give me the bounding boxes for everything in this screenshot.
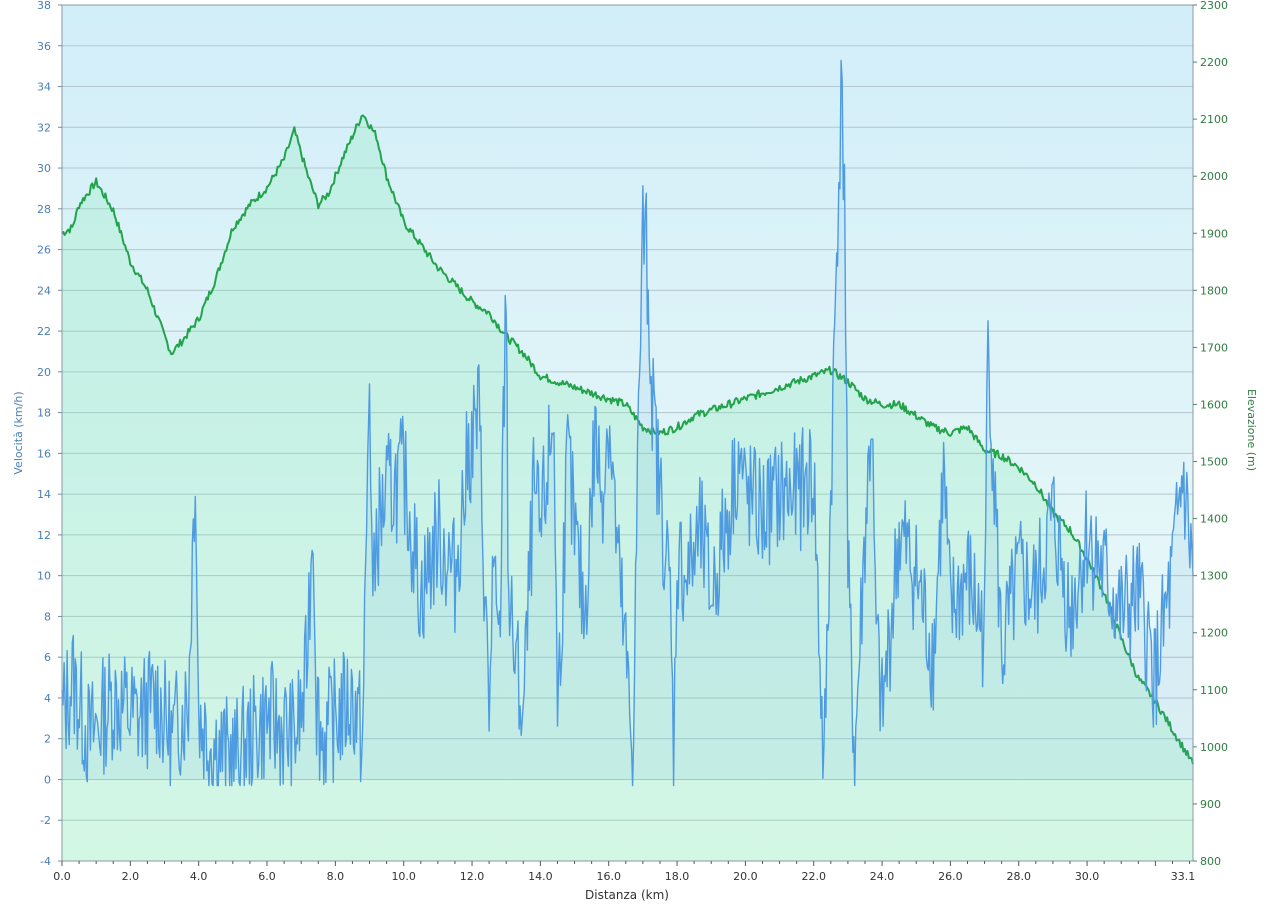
velocity-series [61,59,1194,787]
right-tick-label: 2300 [1200,0,1228,12]
right-axis-title: Elevazione (m) [1245,389,1258,471]
left-tick-label: 38 [37,0,51,12]
x-tick-label: 28.0 [1006,870,1031,883]
x-tick-label: 12.0 [460,870,485,883]
x-tick-label: 2.0 [122,870,140,883]
x-tick-label: 20.0 [733,870,758,883]
left-tick-label: 20 [37,366,51,379]
left-tick-label: 12 [37,529,51,542]
left-tick-label: 10 [37,570,51,583]
velocity-line [61,59,1194,787]
left-tick-label: -4 [40,855,51,868]
x-tick-label: 0.0 [53,870,71,883]
x-tick-label: 24.0 [870,870,895,883]
plot-border [61,4,1194,862]
left-tick-label: 36 [37,40,51,53]
left-axis-title: Velocità (km/h) [12,391,25,474]
right-tick-label: 1800 [1200,284,1228,297]
left-tick-label: 28 [37,203,51,216]
right-tick-label: 1900 [1200,227,1228,240]
right-tick-label: 800 [1200,855,1221,868]
left-tick-label: 26 [37,244,51,257]
elevation-line [61,114,1194,765]
x-tick-label: 8.0 [327,870,345,883]
x-tick-label: 6.0 [258,870,276,883]
left-tick-label: 24 [37,284,51,297]
left-tick-label: 8 [44,610,51,623]
x-tick-label: 14.0 [528,870,553,883]
x-tick-label: 26.0 [938,870,963,883]
right-tick-label: 1200 [1200,627,1228,640]
right-tick-label: 1100 [1200,684,1228,697]
right-tick-label: 1000 [1200,741,1228,754]
right-tick-label: 2200 [1200,56,1228,69]
left-tick-label: 34 [37,81,51,94]
left-tick-label: 2 [44,733,51,746]
left-tick-label: 16 [37,447,51,460]
x-axis-title: Distanza (km) [585,888,669,902]
x-tick-label: 30.0 [1075,870,1100,883]
left-tick-label: -2 [40,814,51,827]
x-tick-label: 18.0 [665,870,690,883]
x-tick-label: 33.1 [1171,870,1196,883]
right-tick-label: 1300 [1200,570,1228,583]
x-tick-label: 22.0 [801,870,826,883]
left-tick-label: 14 [37,488,51,501]
left-tick-label: 18 [37,407,51,420]
x-tick-label: 16.0 [596,870,621,883]
left-tick-label: 6 [44,651,51,664]
right-tick-label: 900 [1200,798,1221,811]
left-tick-label: 32 [37,121,51,134]
x-tick-label: 4.0 [190,870,208,883]
left-tick-label: 30 [37,162,51,175]
left-tick-label: 0 [44,773,51,786]
right-tick-label: 2000 [1200,170,1228,183]
right-axis-ticks: 800 900 1000 1100 1200 1300 1400 1500 1600 1700 18… [1193,0,1228,868]
right-tick-label: 1700 [1200,341,1228,354]
right-tick-label: 1500 [1200,456,1228,469]
x-tick-label: 10.0 [391,870,416,883]
right-tick-label: 1600 [1200,398,1228,411]
x-axis-ticks: 0.0 2.0 4.0 6.0 8.0 10.0 12.0 14.0 16.0 18.0 20.0 2… [53,861,1195,883]
left-tick-label: 22 [37,325,51,338]
left-tick-label: 4 [44,692,51,705]
right-tick-label: 2100 [1200,113,1228,126]
right-tick-label: 1400 [1200,513,1228,526]
velocity-area [62,60,1193,786]
